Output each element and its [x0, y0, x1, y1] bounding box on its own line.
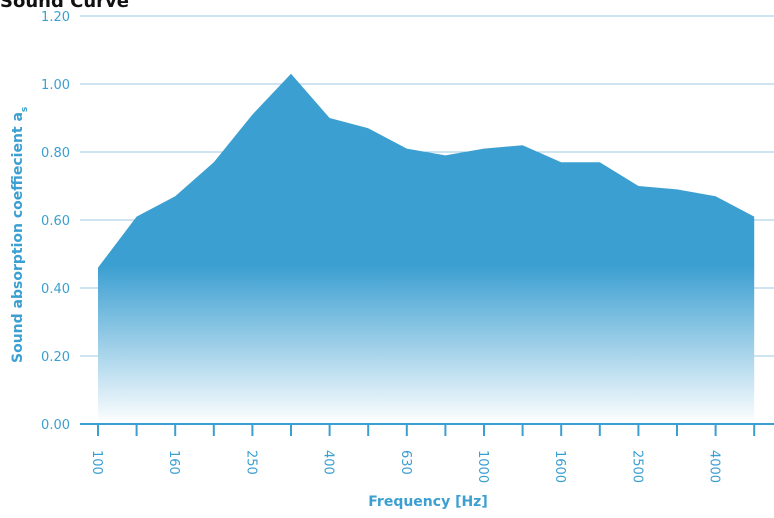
x-tick-label: 160 [166, 450, 181, 475]
y-axis-title: Sound absorption coeffiecient as [10, 107, 30, 363]
data-point [638, 186, 639, 187]
data-point [715, 196, 716, 197]
y-axis-ticks: 0.00 0.20 0.40 0.60 0.80 1.00 1.20 [41, 10, 70, 433]
data-point [522, 145, 523, 146]
x-axis: 100 160 250 400 630 1000 1600 2500 4000 [80, 423, 774, 483]
data-point [484, 148, 485, 149]
data-point [136, 216, 137, 217]
data-point [754, 216, 755, 217]
data-point [406, 148, 407, 149]
x-tick-label: 100 [89, 450, 104, 475]
area-fill [98, 73, 755, 425]
x-tick-label: 4000 [707, 450, 722, 483]
y-tick-label: 0.60 [41, 214, 70, 229]
y-tick-label: 1.20 [41, 10, 70, 25]
data-point [291, 73, 292, 74]
area-series [98, 73, 755, 425]
x-tick-label: 400 [321, 450, 336, 475]
data-point [98, 267, 99, 268]
x-tick-label: 1000 [475, 450, 490, 483]
y-tick-label: 0.20 [41, 350, 70, 365]
x-tick-label: 1600 [552, 450, 567, 483]
data-point [329, 118, 330, 119]
data-point [561, 162, 562, 163]
data-point [252, 114, 253, 115]
y-tick-label: 0.80 [41, 146, 70, 161]
page-title: Sound Curve [0, 0, 129, 12]
x-tick-label: 630 [398, 450, 413, 475]
data-point [175, 196, 176, 197]
y-tick-label: 0.00 [41, 418, 70, 433]
data-point [368, 128, 369, 129]
data-point [213, 162, 214, 163]
x-tick-label: 250 [243, 450, 258, 475]
x-axis-title: Frequency [Hz] [368, 494, 487, 510]
data-point [599, 162, 600, 163]
data-point [677, 189, 678, 190]
y-tick-label: 1.00 [41, 78, 70, 93]
y-tick-label: 0.40 [41, 282, 70, 297]
x-tick-label: 2500 [629, 450, 644, 483]
data-point [445, 155, 446, 156]
